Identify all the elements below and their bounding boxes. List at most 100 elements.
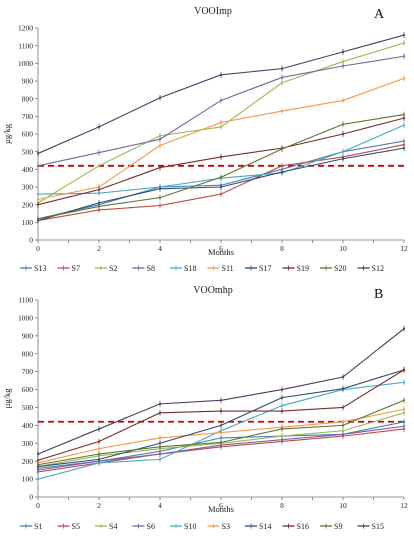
legend-item-S16: S16 <box>282 522 309 531</box>
data-point <box>36 152 40 155</box>
data-point <box>36 469 40 472</box>
series-line <box>37 77 405 200</box>
data-point <box>219 125 223 129</box>
data-point <box>402 368 406 371</box>
legend-label: S13 <box>34 264 46 273</box>
x-tick-label: 10 <box>339 244 347 253</box>
series-S20 <box>36 111 406 222</box>
legend-label: S11 <box>222 264 234 273</box>
data-point <box>341 424 345 427</box>
data-point <box>280 427 284 431</box>
data-point <box>280 435 284 438</box>
data-point <box>158 402 162 405</box>
data-point <box>219 155 223 159</box>
y-tick-label: 200 <box>22 457 34 466</box>
data-point <box>36 452 40 456</box>
data-point <box>402 113 406 116</box>
legend-label: S20 <box>334 264 346 273</box>
x-tick-label: 0 <box>36 244 40 253</box>
legend-label: S19 <box>297 264 309 273</box>
x-tick-label: 8 <box>280 501 284 510</box>
legend-label: S10 <box>184 522 196 531</box>
x-tick-label: 2 <box>97 244 101 253</box>
data-point <box>97 458 101 461</box>
legend-label: S18 <box>184 264 196 273</box>
data-point <box>219 192 223 196</box>
legend-label: S14 <box>259 522 271 531</box>
data-point <box>158 96 162 99</box>
legend-item-S11: S11 <box>207 264 234 273</box>
data-point <box>97 427 101 431</box>
data-point <box>219 73 223 76</box>
chart-panel-2: 0 100 200 300 400 500 600 700 800 900 1000 1100 0 2 4 6… <box>2 285 408 531</box>
x-tick-label: 2 <box>97 501 101 510</box>
legend-label: S17 <box>259 264 271 273</box>
y-tick-label: 400 <box>22 421 34 430</box>
chart-title: VOOImp <box>194 6 232 17</box>
y-tick-label: 600 <box>22 130 34 139</box>
data-point <box>36 477 40 481</box>
data-point <box>158 166 162 169</box>
legend: S1 S5 S4 S6 S10 S3 S14 S16 S9 S15 <box>20 522 384 531</box>
legend-item-S8: S8 <box>132 264 155 273</box>
data-point <box>402 117 406 120</box>
series-S8 <box>36 53 406 169</box>
data-point <box>36 459 40 462</box>
data-point <box>97 151 101 154</box>
x-tick-label: 4 <box>158 501 162 510</box>
data-point <box>341 433 345 436</box>
series-S14 <box>36 366 406 470</box>
data-point <box>280 76 284 79</box>
data-point <box>402 77 406 80</box>
data-point <box>36 463 40 466</box>
data-point <box>158 411 162 414</box>
series-line <box>37 369 405 468</box>
legend-item-S2: S2 <box>95 264 117 273</box>
data-point <box>158 204 162 207</box>
y-tick-label: 300 <box>22 183 34 192</box>
x-axis-label: Months <box>208 247 234 257</box>
panel-label: A <box>374 7 385 22</box>
data-point <box>158 436 162 439</box>
data-point <box>280 67 284 70</box>
legend-item-S17: S17 <box>245 264 271 273</box>
data-point <box>219 121 223 124</box>
data-point <box>97 192 101 195</box>
data-point <box>219 441 223 444</box>
data-point <box>402 143 406 146</box>
legend-label: S8 <box>147 264 155 273</box>
y-tick-label: 1000 <box>18 314 33 323</box>
data-point <box>280 81 284 84</box>
data-point <box>219 176 223 179</box>
legend-label: S3 <box>222 522 230 531</box>
y-tick-label: 700 <box>22 112 34 121</box>
legend-item-S19: S19 <box>282 264 309 273</box>
y-tick-label: 500 <box>22 147 34 156</box>
series-S15 <box>36 325 406 458</box>
x-tick-label: 6 <box>219 244 223 253</box>
y-tick-label: 800 <box>22 94 34 103</box>
y-tick-label: 0 <box>29 236 33 245</box>
data-point <box>280 438 284 441</box>
legend-label: S9 <box>334 522 342 531</box>
legend-item-S6: S6 <box>132 522 155 531</box>
legend-item-S12: S12 <box>357 264 384 273</box>
data-point <box>402 411 406 414</box>
data-point <box>280 109 284 113</box>
data-point <box>158 187 162 190</box>
legend-label: S5 <box>72 522 80 531</box>
data-point <box>341 150 345 153</box>
legend-label: S16 <box>297 522 309 531</box>
data-point <box>341 64 345 68</box>
y-tick-label: 400 <box>22 165 34 174</box>
data-point <box>219 424 223 427</box>
panel-label: B <box>374 287 383 302</box>
data-point <box>219 436 223 439</box>
data-point <box>402 41 406 45</box>
x-axis-label: Months <box>208 504 234 514</box>
legend-item-S9: S9 <box>320 522 342 531</box>
data-point <box>280 409 284 413</box>
y-tick-label: 500 <box>22 403 34 412</box>
data-point <box>341 99 345 102</box>
legend-label: S6 <box>147 522 155 531</box>
